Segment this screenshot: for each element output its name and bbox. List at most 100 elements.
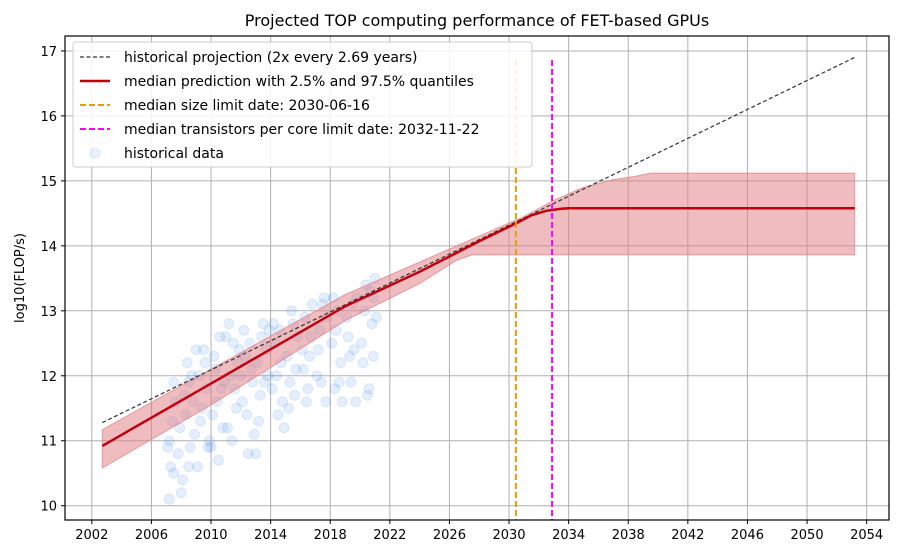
historical-data-point — [236, 396, 248, 408]
y-tick-label: 16 — [40, 110, 57, 125]
historical-data-point — [370, 311, 382, 323]
historical-data-point — [227, 337, 239, 349]
y-tick-label: 15 — [40, 175, 57, 190]
legend: historical projection (2x every 2.69 yea… — [72, 41, 533, 168]
historical-data-point — [248, 428, 260, 440]
historical-data-point — [302, 383, 314, 395]
x-tick-label: 2002 — [75, 528, 108, 543]
y-axis-label: log10(FLOP/s) — [13, 233, 28, 323]
legend-transistor-limit: median transistors per core limit date: … — [124, 122, 479, 138]
historical-data-point — [241, 409, 253, 421]
historical-data-point — [366, 318, 378, 330]
historical-data-point — [189, 428, 201, 440]
historical-data-point — [202, 441, 214, 453]
historical-data-point — [242, 448, 254, 460]
historical-data-point — [184, 441, 196, 453]
x-tick-label: 2038 — [612, 528, 645, 543]
historical-data-point — [226, 435, 238, 447]
historical-data-point — [348, 344, 360, 356]
historical-data-point — [175, 487, 187, 499]
y-tick-label: 17 — [40, 45, 57, 60]
x-tick-label: 2050 — [791, 528, 824, 543]
historical-data-point — [254, 389, 266, 401]
historical-data-point — [300, 396, 312, 408]
legend-historical-data: historical data — [124, 146, 224, 162]
historical-data-point — [336, 396, 348, 408]
x-tick-label: 2006 — [135, 528, 168, 543]
historical-data-point — [342, 331, 354, 343]
historical-data-point — [195, 415, 207, 427]
historical-data-point — [263, 324, 275, 336]
historical-data-point — [357, 357, 369, 369]
historical-data-point — [262, 370, 274, 382]
x-tick-label: 2014 — [254, 528, 287, 543]
historical-data-point — [326, 337, 338, 349]
x-tick-label: 2042 — [671, 528, 704, 543]
historical-data-point — [290, 363, 302, 375]
historical-data-point — [272, 409, 284, 421]
historical-data-point — [320, 396, 332, 408]
plot-frame — [64, 35, 890, 521]
historical-data-point — [266, 383, 278, 395]
historical-data-point — [303, 350, 315, 362]
historical-data-point — [333, 376, 345, 388]
x-tick-label: 2034 — [552, 528, 585, 543]
historical-data-point — [253, 415, 265, 427]
x-tick-label: 2026 — [433, 528, 466, 543]
legend-size-limit: median size limit date: 2030-06-16 — [124, 98, 370, 114]
historical-data-point — [177, 474, 189, 486]
historical-projection-line — [102, 56, 855, 424]
historical-data-point — [205, 441, 217, 453]
historical-data-point — [318, 292, 330, 304]
historical-data-point — [259, 376, 271, 388]
historical-data-point — [312, 344, 324, 356]
y-tick-label: 12 — [40, 370, 57, 385]
quantile-band — [101, 172, 856, 469]
y-tick-label: 14 — [40, 240, 57, 255]
historical-data-point — [268, 318, 280, 330]
historical-data-point — [361, 389, 373, 401]
historical-data-point — [283, 402, 295, 414]
historical-data-point — [165, 461, 177, 473]
historical-data-point — [192, 461, 204, 473]
historical-data-point — [277, 396, 289, 408]
historical-data-point — [207, 409, 219, 421]
historical-data-point — [356, 337, 368, 349]
historical-data-point — [306, 298, 318, 310]
historical-data-point — [214, 331, 226, 343]
x-tick-label: 2010 — [194, 528, 227, 543]
historical-data-point — [183, 461, 195, 473]
historical-data-point — [163, 435, 175, 447]
legend-box — [72, 41, 533, 168]
historical-data-point — [168, 467, 180, 479]
historical-data-point — [315, 376, 327, 388]
y-tick-label: 11 — [40, 435, 57, 450]
historical-data-point — [350, 396, 362, 408]
historical-data-point — [285, 305, 297, 317]
x-tick-label: 2054 — [850, 528, 883, 543]
x-tick-label: 2018 — [314, 528, 347, 543]
historical-data-point — [220, 331, 232, 343]
x-tick-label: 2046 — [731, 528, 764, 543]
historical-data-point — [367, 350, 379, 362]
historical-data-point — [230, 402, 242, 414]
historical-data-point — [221, 422, 233, 434]
historical-data-point — [311, 370, 323, 382]
legend-median: median prediction with 2.5% and 97.5% qu… — [124, 74, 474, 90]
x-tick-label: 2030 — [492, 528, 525, 543]
historical-data-point — [344, 350, 356, 362]
historical-data-point — [181, 357, 193, 369]
historical-data-point — [198, 344, 210, 356]
historical-data-point — [204, 435, 216, 447]
chart-title: Projected TOP computing performance of F… — [245, 11, 709, 30]
axis-ticks: 2002 2006 2010 2014 2018 2022 2026 2030 2034 2038… — [40, 45, 883, 543]
y-tick-label: 10 — [40, 500, 57, 515]
historical-data-point — [271, 370, 283, 382]
historical-data-point — [284, 376, 296, 388]
historical-data-point — [208, 350, 220, 362]
series — [101, 56, 856, 520]
historical-data-point — [329, 383, 341, 395]
y-tick-label: 13 — [40, 305, 57, 320]
x-tick-label: 2022 — [373, 528, 406, 543]
